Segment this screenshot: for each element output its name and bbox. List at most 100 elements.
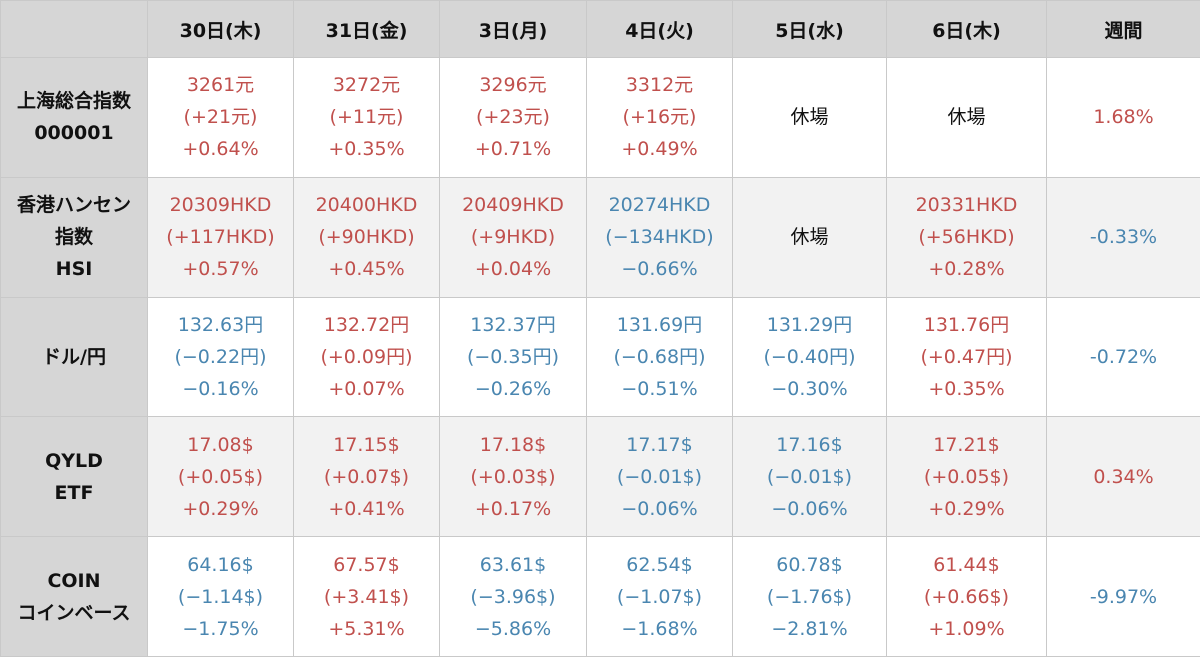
price-cell: 61.44$ (+0.66$) +1.09% [886, 536, 1047, 657]
row-label-line: HSI [55, 258, 93, 281]
price-value: 20409HKD [462, 194, 564, 217]
row-label-line: 000001 [34, 122, 114, 145]
percent-change: −5.86% [474, 617, 552, 640]
price-value: 17.18$ [479, 433, 547, 456]
price-change: (−1.07$) [616, 585, 703, 608]
price-cell: 20274HKD (−134HKD) −0.66% [586, 176, 733, 298]
header-day: 30日(木) [147, 0, 294, 58]
percent-change: +0.17% [474, 497, 552, 520]
price-cell: 131.69円 (−0.68円) −0.51% [586, 296, 733, 418]
price-value: 132.37円 [470, 313, 556, 336]
price-value: 17.15$ [333, 433, 400, 456]
price-change: (−0.68円) [613, 345, 706, 368]
price-cell: 休場 [886, 57, 1047, 178]
price-cell: 131.29円 (−0.40円) −0.30% [732, 296, 887, 418]
header-weekly: 週間 [1046, 0, 1200, 58]
percent-change: +0.41% [328, 497, 405, 520]
percent-change: +0.49% [621, 138, 698, 161]
price-value: 132.63円 [177, 313, 264, 336]
header-day: 6日(木) [886, 0, 1047, 58]
price-cell: 17.17$ (−0.01$) −0.06% [586, 416, 733, 538]
percent-change: +5.31% [328, 617, 405, 640]
percent-change: +0.57% [182, 258, 259, 281]
percent-change: −0.66% [621, 258, 698, 281]
price-value: 60.78$ [776, 553, 843, 576]
price-value: 63.61$ [479, 553, 547, 576]
price-value: 3312元 [625, 74, 694, 97]
price-change: (−134HKD) [605, 226, 714, 249]
price-cell: 63.61$ (−3.96$) −5.86% [439, 536, 587, 657]
price-value: 20274HKD [608, 194, 711, 217]
row-label: COIN コインベース [0, 536, 148, 657]
price-change: (−1.76$) [766, 585, 853, 608]
price-cell: 132.37円 (−0.35円) −0.26% [439, 296, 587, 418]
price-change: (−1.14$) [177, 585, 264, 608]
table-row: ドル/円 132.63円 (−0.22円) −0.16% 132.72円 (+0.09円)… [0, 296, 1200, 418]
percent-change: +0.29% [182, 497, 259, 520]
percent-change: +0.45% [328, 258, 405, 281]
price-value: 休場 [790, 226, 829, 249]
percent-change: −1.68% [621, 617, 698, 640]
percent-change: +1.09% [928, 617, 1005, 640]
percent-change: −1.75% [182, 617, 259, 640]
row-label: 香港ハンセン 指数 HSI [0, 176, 148, 298]
price-cell: 17.08$ (+0.05$) +0.29% [147, 416, 294, 538]
percent-change: −0.16% [182, 377, 259, 400]
price-value: 3296元 [479, 74, 547, 97]
price-change: (−3.96$) [470, 585, 556, 608]
row-label-line: COIN [47, 569, 101, 592]
weekly-change: -9.97% [1046, 536, 1200, 657]
percent-change: +0.35% [328, 138, 405, 161]
percent-change: −2.81% [771, 617, 848, 640]
price-change: (+0.09円) [320, 345, 413, 368]
row-label-line: ドル/円 [42, 345, 106, 368]
price-change: (+0.66$) [923, 585, 1010, 608]
price-value: 131.69円 [616, 313, 703, 336]
row-label: ドル/円 [0, 296, 148, 418]
price-cell: 17.15$ (+0.07$) +0.41% [293, 416, 440, 538]
price-value: 3272元 [332, 74, 401, 97]
price-value: 131.29円 [766, 313, 853, 336]
price-cell: 20409HKD (+9HKD) +0.04% [439, 176, 587, 298]
table-row: 上海総合指数 000001 3261元 (+21元) +0.64% 3272元 (+11元)… [0, 57, 1200, 178]
percent-change: +0.04% [474, 258, 552, 281]
price-value: 20400HKD [315, 194, 418, 217]
weekly-change: 1.68% [1046, 57, 1200, 178]
price-cell: 3296元 (+23元) +0.71% [439, 57, 587, 178]
price-value: 休場 [947, 106, 986, 129]
weekly-change: -0.33% [1046, 176, 1200, 298]
row-label-line: コインベース [17, 601, 131, 624]
price-value: 64.16$ [187, 553, 254, 576]
price-change: (+90HKD) [318, 226, 415, 249]
price-change: (+21元) [183, 106, 258, 129]
price-change: (−0.01$) [616, 465, 703, 488]
price-change: (+16元) [622, 106, 697, 129]
price-change: (+0.05$) [177, 465, 264, 488]
header-corner [0, 0, 148, 58]
price-change: (+11元) [329, 106, 404, 129]
price-value: 61.44$ [933, 553, 1000, 576]
price-change: (+56HKD) [918, 226, 1015, 249]
percent-change: −0.51% [621, 377, 698, 400]
percent-change: −0.06% [771, 497, 848, 520]
price-cell: 17.21$ (+0.05$) +0.29% [886, 416, 1047, 538]
price-value: 17.17$ [626, 433, 693, 456]
price-change: (+3.41$) [323, 585, 410, 608]
price-cell: 17.16$ (−0.01$) −0.06% [732, 416, 887, 538]
row-label: QYLD ETF [0, 416, 148, 538]
table-row: QYLD ETF 17.08$ (+0.05$) +0.29% 17.15$ (+0.07$… [0, 416, 1200, 538]
price-value: 132.72円 [323, 313, 410, 336]
price-change: (−0.22円) [174, 345, 267, 368]
price-change: (+9HKD) [470, 226, 556, 249]
percent-change: +0.35% [928, 377, 1005, 400]
price-value: 17.08$ [187, 433, 254, 456]
price-change: (+0.47円) [920, 345, 1013, 368]
price-value: 20309HKD [169, 194, 272, 217]
price-cell: 132.72円 (+0.09円) +0.07% [293, 296, 440, 418]
header-row: 30日(木) 31日(金) 3日(月) 4日(火) 5日(水) 6日(木) 週間 [0, 0, 1200, 58]
table-row: 香港ハンセン 指数 HSI 20309HKD (+117HKD) +0.57% 20400H… [0, 176, 1200, 298]
weekly-change: -0.72% [1046, 296, 1200, 418]
row-label: 上海総合指数 000001 [0, 57, 148, 178]
price-cell: 67.57$ (+3.41$) +5.31% [293, 536, 440, 657]
